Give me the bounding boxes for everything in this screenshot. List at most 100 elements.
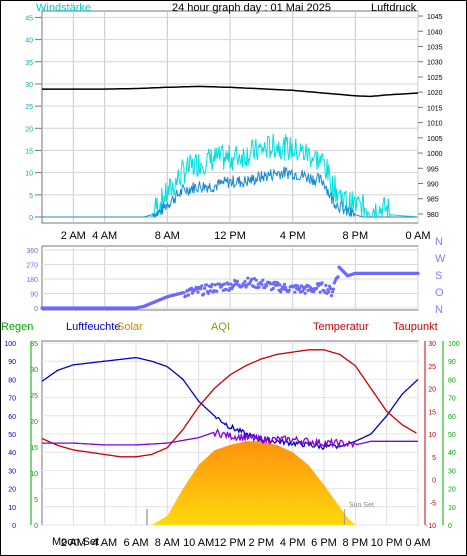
- direction-point: [196, 290, 200, 294]
- direction-point: [208, 289, 212, 293]
- pressure-tick-label: 1030: [427, 60, 443, 67]
- humidity-line: [41, 356, 419, 451]
- direction-point: [331, 287, 335, 291]
- humidity-tick-label: 0: [12, 523, 16, 530]
- compass-label: N: [435, 236, 443, 248]
- dewpoint-tick-label: 90: [448, 359, 456, 366]
- graph-title: 24 hour graph day : 01 Mai 2025: [172, 2, 331, 14]
- humidity-tick-label: 60: [8, 414, 16, 421]
- pressure-tick-label: 1025: [427, 75, 443, 82]
- dewpoint-tick-label: 70: [448, 396, 456, 403]
- temperature-tick-label: 20: [428, 387, 436, 394]
- pressure-tick-label: 1010: [427, 121, 443, 128]
- solar-area: [42, 441, 418, 525]
- climate-series: [41, 349, 419, 525]
- compass-label: N: [435, 304, 443, 316]
- pressure-tick-label: 1035: [427, 44, 443, 51]
- direction-point: [210, 282, 214, 286]
- dewpoint-tick-label: 30: [448, 468, 456, 475]
- direction-point: [329, 294, 334, 298]
- direction-point: [213, 283, 217, 287]
- direction-point: [279, 290, 283, 294]
- direction-point: [265, 284, 269, 288]
- wind-pressure-grid: [42, 11, 419, 223]
- climate-axes: 010203040506070809010005101520253035-10-…: [4, 341, 460, 530]
- pressure-axis-ticks: 980 985 990 995 1000 1005 1010 1015 1020 1025 1030…: [418, 14, 443, 219]
- temperature-tick-label: 0: [432, 478, 436, 485]
- bottom-time-tick-label: 6 AM: [123, 537, 148, 549]
- direction-point: [209, 285, 213, 289]
- direction-point: [235, 279, 240, 283]
- temperature-tick-label: -10: [426, 523, 436, 530]
- moonset-marker-label: Moon Set: [52, 536, 99, 548]
- direction-point: [314, 286, 319, 291]
- wind-pressure-series: [42, 85, 419, 219]
- direction-degree-label: 0: [34, 306, 38, 313]
- pressure-tick-label: 980: [427, 212, 439, 219]
- humidity-tick-label: 70: [8, 396, 16, 403]
- temperature-tick-label: 25: [428, 364, 436, 371]
- humidity-tick-label: 40: [8, 450, 16, 457]
- wind-tick-label: 10: [25, 171, 33, 178]
- direction-point: [257, 285, 261, 289]
- direction-point: [327, 290, 331, 294]
- temperature-tick-label: 10: [428, 432, 436, 439]
- direction-point: [312, 290, 316, 294]
- sunset-marker-label: Sun Set: [349, 502, 374, 509]
- wind-axis-ticks: 0 5 10 15 20 25 30 35 40 45: [25, 15, 42, 222]
- direction-point: [254, 278, 258, 282]
- rain-tick-label: 25: [30, 393, 38, 400]
- direction-point: [329, 287, 333, 291]
- direction-point: [190, 291, 194, 295]
- bottom-time-tick-label: 0 AM: [405, 537, 430, 549]
- bottom-time-tick-label: 4 AM: [92, 537, 117, 549]
- dewpoint-tick-label: 40: [448, 450, 456, 457]
- direction-point: [296, 284, 300, 288]
- humidity-tick-label: 20: [8, 487, 16, 494]
- compass-label: O: [435, 287, 444, 299]
- direction-point: [184, 294, 188, 298]
- direction-point: [218, 282, 222, 286]
- humidity-tick-label: 30: [8, 468, 16, 475]
- direction-point: [283, 285, 288, 289]
- dewpoint-tick-label: 0: [448, 523, 452, 530]
- direction-point: [224, 288, 228, 292]
- humidity-axis-label: Luftfeuchte: [66, 321, 120, 333]
- rain-tick-label: 35: [30, 341, 38, 348]
- aqi-label: AQI: [211, 321, 230, 333]
- bottom-time-tick-label: 2 PM: [248, 537, 274, 549]
- dewpoint-tick-label: 60: [448, 414, 456, 421]
- top-time-tick-label: 2 AM: [61, 230, 86, 242]
- direction-point: [330, 290, 335, 294]
- wind-tick-label: 45: [25, 15, 33, 22]
- bottom-time-axis-ticks: 2 AM 4 AM 6 AM 8 AM 10 AM 12 PM 2 PM 4 PM 6 PM 8 …: [61, 537, 431, 549]
- pressure-tick-label: 990: [427, 182, 439, 189]
- direction-point: [271, 286, 275, 291]
- dewpoint-tick-label: 50: [448, 432, 456, 439]
- direction-point: [328, 284, 332, 288]
- direction-point: [182, 291, 186, 295]
- dewpoint-line: [42, 428, 418, 449]
- direction-point: [293, 290, 297, 294]
- rain-tick-label: 15: [30, 445, 38, 452]
- direction-point: [281, 285, 285, 289]
- wind-tick-label: 0: [29, 215, 33, 222]
- rain-tick-label: 30: [30, 367, 38, 374]
- humidity-tick-label: 100: [4, 341, 16, 348]
- humidity-tick-label: 80: [8, 377, 16, 384]
- bottom-time-tick-label: 12 PM: [214, 537, 246, 549]
- pressure-axis-label: Luftdruck: [371, 2, 417, 14]
- pressure-tick-label: 1015: [427, 105, 443, 112]
- bottom-time-tick-label: 10 AM: [183, 537, 214, 549]
- pressure-line: [42, 85, 419, 98]
- direction-point: [318, 290, 322, 294]
- direction-degree-label: 180: [26, 277, 38, 284]
- direction-point: [336, 275, 340, 279]
- compass-label: W: [435, 253, 446, 265]
- direction-point: [282, 287, 286, 291]
- direction-point: [242, 283, 246, 287]
- direction-point: [226, 282, 230, 286]
- direction-point: [243, 279, 247, 284]
